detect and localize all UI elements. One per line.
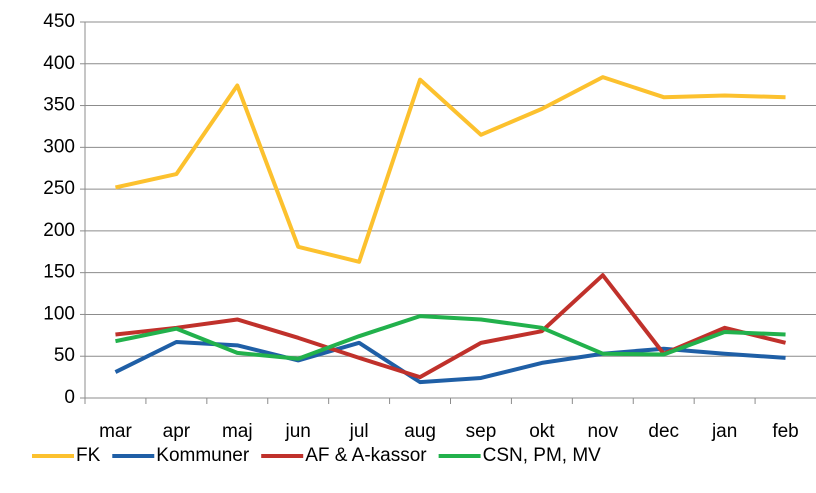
x-tick-label: dec bbox=[648, 421, 679, 442]
y-tick-label: 0 bbox=[64, 387, 75, 408]
y-tick-label: 250 bbox=[43, 178, 75, 199]
line-series bbox=[115, 75, 786, 264]
y-tick-label: 100 bbox=[43, 303, 75, 324]
y-tick-label: 350 bbox=[43, 95, 75, 116]
x-tick-label: aug bbox=[404, 421, 436, 442]
legend-label: CSN, PM, MV bbox=[483, 445, 602, 466]
y-tick-label: 200 bbox=[43, 220, 75, 241]
y-tick-label: 300 bbox=[43, 136, 75, 157]
legend-label: Kommuner bbox=[156, 445, 250, 466]
legend-label: AF & A-kassor bbox=[305, 445, 427, 466]
x-tick-label: sep bbox=[466, 421, 497, 442]
line-series bbox=[115, 314, 786, 361]
y-tick-label: 50 bbox=[54, 345, 75, 366]
x-tick-label: jan bbox=[711, 421, 737, 442]
y-tick-label: 150 bbox=[43, 262, 75, 283]
x-tick-label: nov bbox=[587, 421, 618, 442]
x-tick-label: mar bbox=[99, 421, 132, 442]
x-tick-label: jun bbox=[285, 421, 311, 442]
legend-label: FK bbox=[76, 445, 101, 466]
x-tick-label: jul bbox=[349, 421, 369, 442]
y-tick-label: 450 bbox=[43, 11, 75, 32]
x-tick-label: apr bbox=[163, 421, 191, 442]
line-series bbox=[115, 273, 787, 380]
x-tick-label: maj bbox=[222, 421, 253, 442]
x-tick-label: okt bbox=[529, 421, 555, 442]
x-tick-label: feb bbox=[772, 421, 798, 442]
y-tick-label: 400 bbox=[43, 53, 75, 74]
